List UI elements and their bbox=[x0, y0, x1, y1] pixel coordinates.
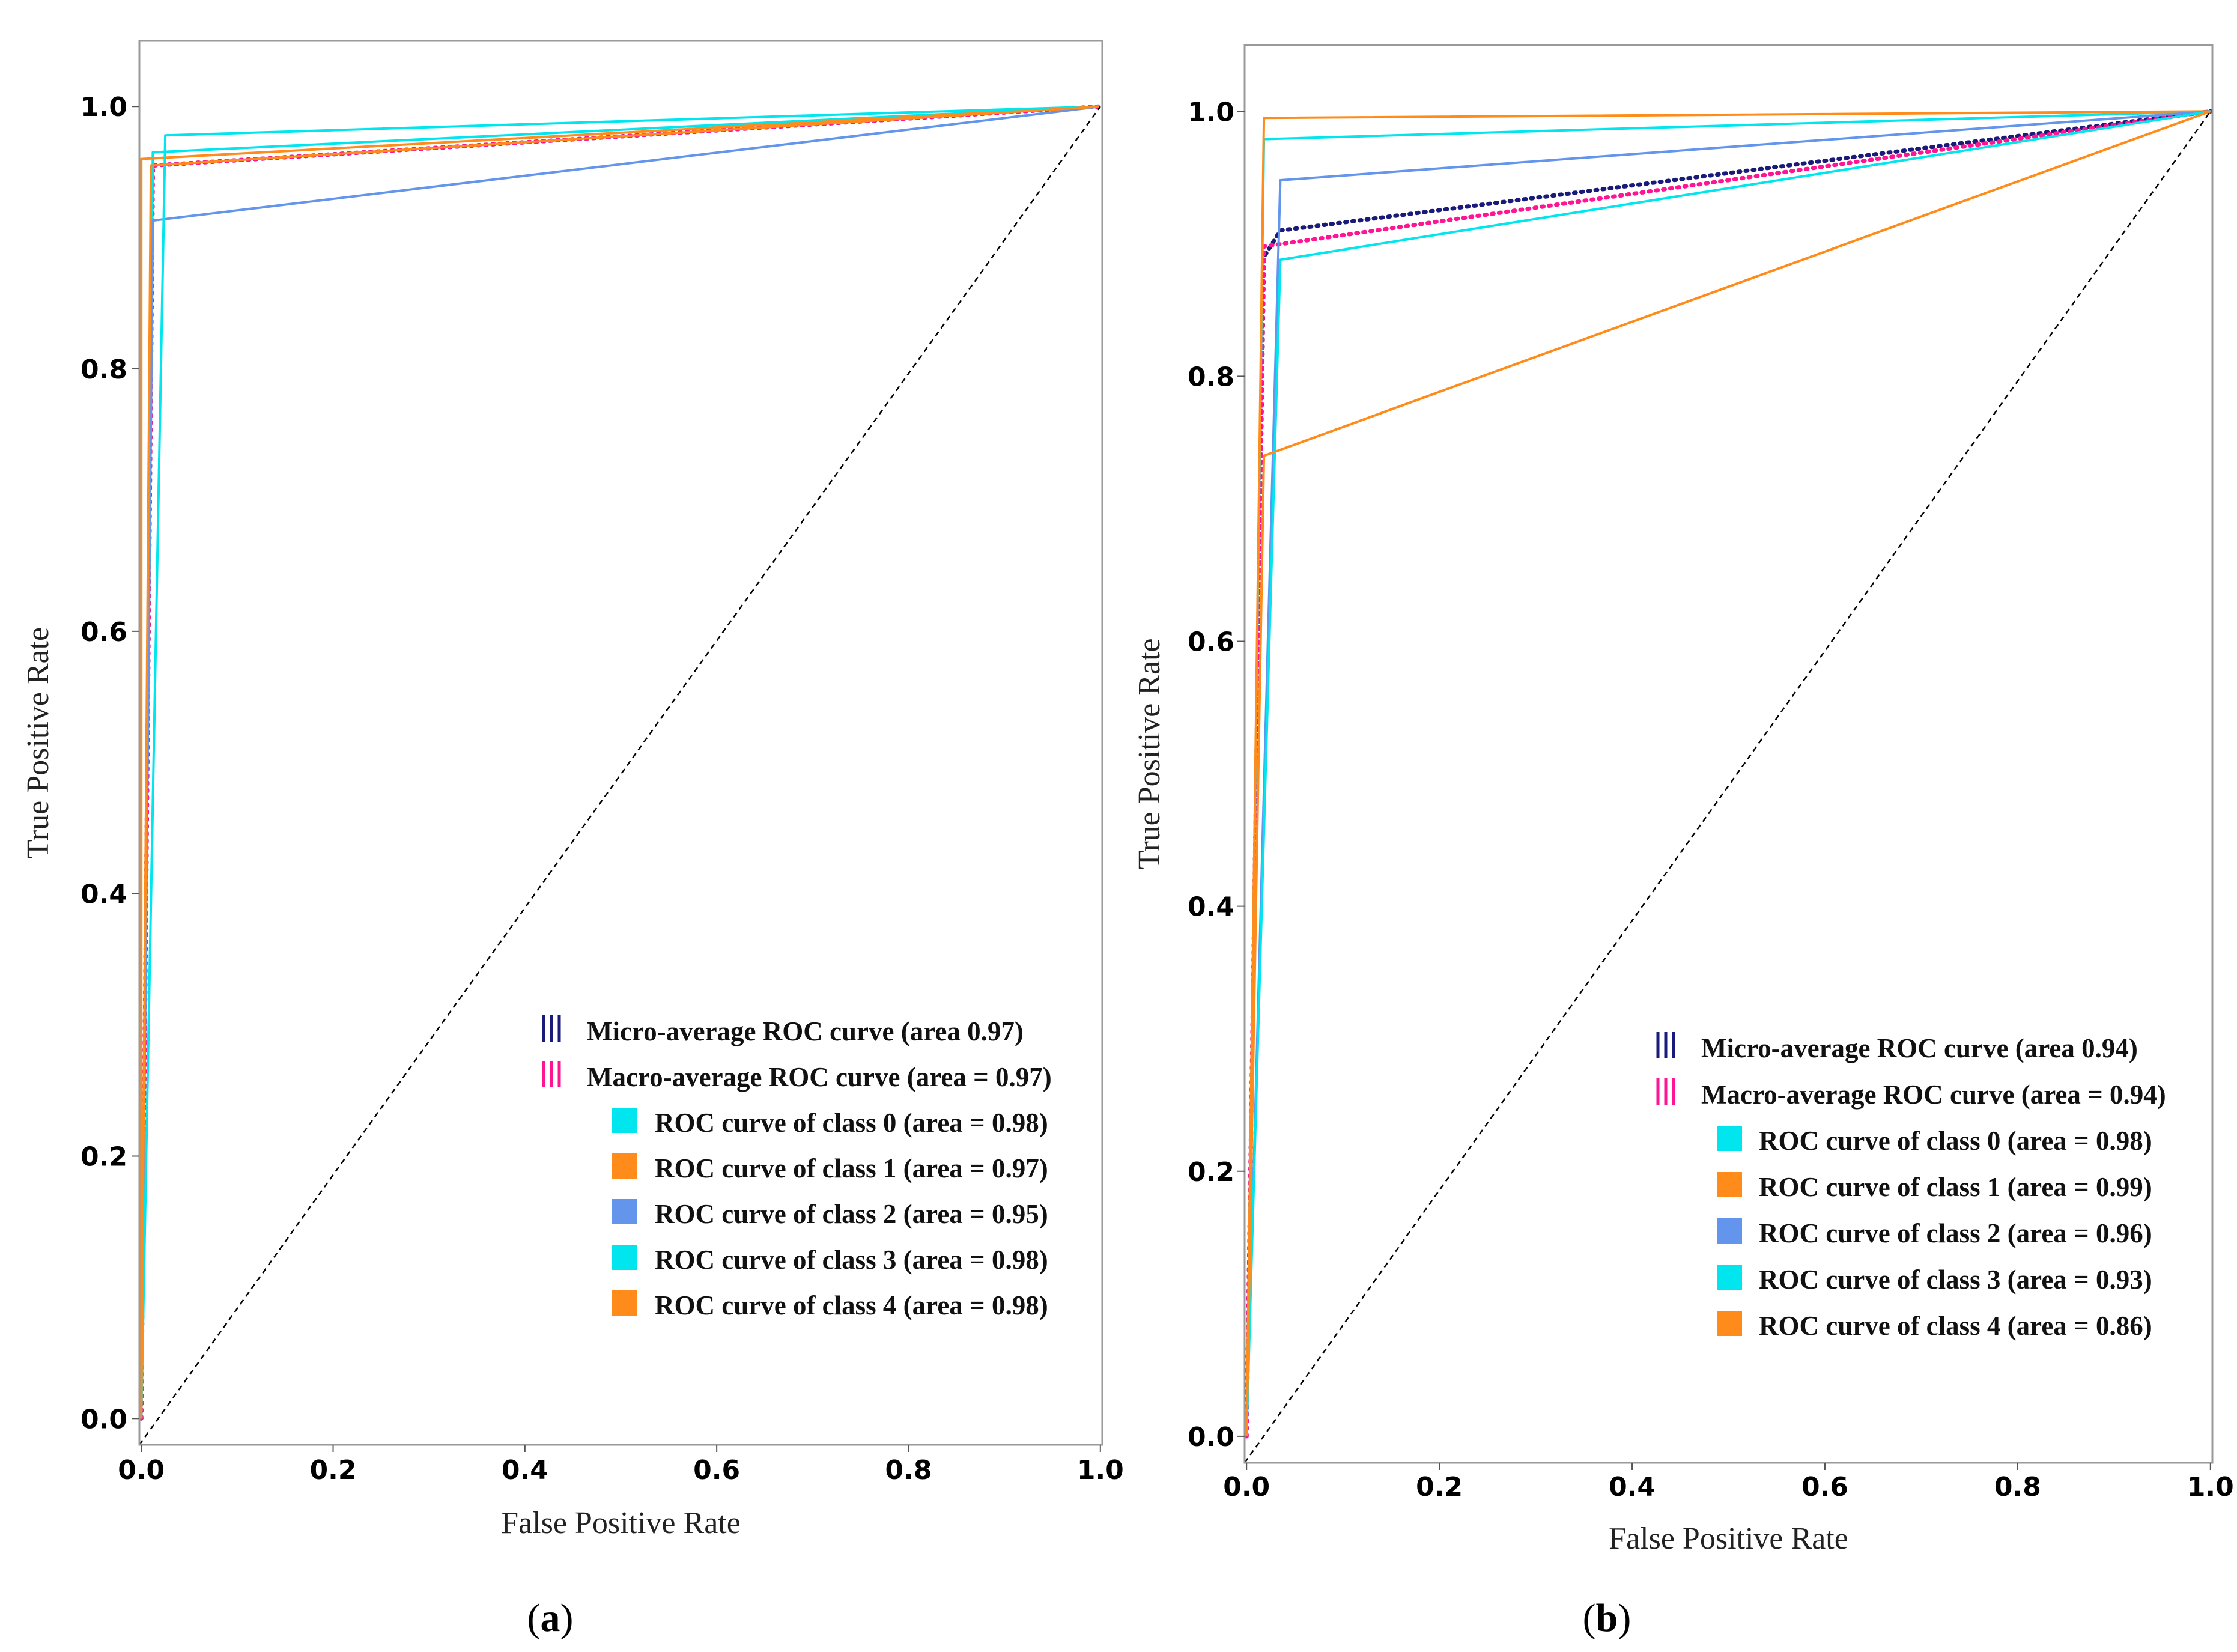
legend-label: Macro-average ROC curve (area = 0.97) bbox=[587, 1062, 1052, 1092]
legend: Micro-average ROC curve (area 0.97) Macro… bbox=[542, 1015, 1052, 1320]
roc-series-line-5 bbox=[140, 105, 1100, 1419]
legend-label: ROC curve of class 2 (area = 0.95) bbox=[655, 1199, 1048, 1229]
legend-swatch-box bbox=[1717, 1265, 1742, 1290]
legend-label: ROC curve of class 3 (area = 0.98) bbox=[655, 1245, 1048, 1275]
plot-frame bbox=[138, 40, 1103, 1446]
legend-item: ROC curve of class 4 (area = 0.98) bbox=[612, 1290, 1048, 1320]
legend-label: ROC curve of class 4 (area = 0.86) bbox=[1759, 1311, 2152, 1341]
x-tick-label: 1.0 bbox=[1077, 1455, 1124, 1486]
legend-swatch-box bbox=[612, 1108, 637, 1133]
y-tick-label: 0.6 bbox=[80, 617, 127, 648]
legend-item: ROC curve of class 4 (area = 0.86) bbox=[1717, 1311, 2152, 1341]
x-tick-label: 0.2 bbox=[1416, 1472, 1463, 1502]
legend-item: Micro-average ROC curve (area 0.94) bbox=[1656, 1032, 2138, 1063]
legend-label: Micro-average ROC curve (area 0.97) bbox=[587, 1016, 1024, 1046]
legend-item: ROC curve of class 1 (area = 0.97) bbox=[612, 1153, 1048, 1183]
legend-label: ROC curve of class 1 (area = 0.99) bbox=[1759, 1172, 2152, 1202]
legend-item: Macro-average ROC curve (area = 0.94) bbox=[1656, 1078, 2166, 1110]
legend-swatch-box bbox=[612, 1290, 637, 1316]
y-axis-label: True Positive Rate bbox=[21, 627, 55, 858]
legend-label: ROC curve of class 4 (area = 0.98) bbox=[655, 1290, 1048, 1320]
x-tick-label: 0.4 bbox=[502, 1455, 548, 1486]
legend-label: ROC curve of class 3 (area = 0.93) bbox=[1759, 1265, 2152, 1295]
legend-swatch-box bbox=[612, 1153, 637, 1179]
legend-item: ROC curve of class 2 (area = 0.96) bbox=[1717, 1218, 2152, 1248]
legend-label: ROC curve of class 0 (area = 0.98) bbox=[1759, 1126, 2152, 1156]
x-tick-label: 0.8 bbox=[885, 1455, 932, 1486]
legend-swatch-box bbox=[1717, 1126, 1742, 1151]
legend-label: Micro-average ROC curve (area 0.94) bbox=[1701, 1033, 2138, 1063]
x-tick-label: 0.2 bbox=[310, 1455, 357, 1486]
legend-swatch-box bbox=[612, 1245, 637, 1270]
y-tick-label: 0.8 bbox=[80, 354, 127, 385]
legend-swatch-box bbox=[1717, 1172, 1742, 1197]
legend-item: ROC curve of class 2 (area = 0.95) bbox=[612, 1199, 1048, 1229]
legend-swatch-box bbox=[1717, 1311, 1742, 1336]
x-tick-label: 0.6 bbox=[693, 1455, 740, 1486]
legend-label: ROC curve of class 1 (area = 0.97) bbox=[655, 1153, 1048, 1183]
y-tick-label: 1.0 bbox=[1188, 97, 1234, 127]
legend-label: ROC curve of class 2 (area = 0.96) bbox=[1759, 1218, 2152, 1248]
legend-item: ROC curve of class 3 (area = 0.93) bbox=[1717, 1265, 2152, 1295]
legend-item: ROC curve of class 0 (area = 0.98) bbox=[612, 1108, 1048, 1138]
chance-diagonal-line bbox=[1243, 111, 2211, 1463]
y-tick-label: 0.2 bbox=[1188, 1157, 1234, 1188]
x-tick-label: 0.0 bbox=[118, 1455, 165, 1486]
legend-label: ROC curve of class 0 (area = 0.98) bbox=[655, 1108, 1048, 1138]
legend: Micro-average ROC curve (area 0.94) Macro… bbox=[1656, 1032, 2166, 1341]
legend-item: ROC curve of class 1 (area = 0.99) bbox=[1717, 1172, 2152, 1202]
panel-caption: (b) bbox=[1583, 1596, 1631, 1640]
plot-frame bbox=[1243, 44, 2214, 1464]
y-tick-label: 0.2 bbox=[80, 1141, 127, 1172]
chance-diagonal-line bbox=[138, 106, 1101, 1445]
y-tick-label: 0.0 bbox=[80, 1404, 127, 1435]
y-axis-label: True Positive Rate bbox=[1132, 638, 1167, 869]
legend-item: Macro-average ROC curve (area = 0.97) bbox=[542, 1061, 1052, 1092]
y-tick-label: 0.4 bbox=[80, 879, 127, 910]
y-tick-label: 1.0 bbox=[80, 92, 127, 123]
roc-series-line-3 bbox=[1245, 110, 2211, 1436]
x-tick-label: 0.4 bbox=[1609, 1472, 1656, 1502]
roc-series-line-6 bbox=[140, 105, 1100, 1419]
legend-swatch-box bbox=[612, 1199, 637, 1224]
x-axis-label: False Positive Rate bbox=[501, 1506, 741, 1540]
x-axis-label: False Positive Rate bbox=[1609, 1522, 1848, 1556]
x-tick-label: 0.0 bbox=[1223, 1472, 1270, 1502]
x-tick-label: 1.0 bbox=[2187, 1472, 2234, 1502]
y-tick-label: 0.4 bbox=[1188, 892, 1234, 923]
roc-panel-b: 0.0 0.2 0.4 0.6 0.8 1.0 0.0 0.2 0.4 0.6 0.8 1.0 Fals… bbox=[1132, 44, 2234, 1640]
roc-series-line-6 bbox=[1245, 110, 2211, 1436]
roc-series-line-5 bbox=[1245, 110, 2211, 1436]
roc-panel-a: 0.0 0.2 0.4 0.6 0.8 1.0 0.0 0.2 0.4 0.6 0.8 1.0 Fals… bbox=[21, 40, 1124, 1640]
legend-label: Macro-average ROC curve (area = 0.94) bbox=[1701, 1080, 2166, 1110]
legend-item: ROC curve of class 3 (area = 0.98) bbox=[612, 1245, 1048, 1275]
legend-item: Micro-average ROC curve (area 0.97) bbox=[542, 1015, 1024, 1046]
roc-series-line-3 bbox=[140, 105, 1100, 1419]
x-tick-label: 0.8 bbox=[1994, 1472, 2041, 1502]
legend-swatch-box bbox=[1717, 1218, 1742, 1244]
y-tick-label: 0.6 bbox=[1188, 627, 1234, 658]
y-tick-label: 0.0 bbox=[1188, 1422, 1234, 1453]
panel-caption: (a) bbox=[527, 1596, 574, 1640]
y-tick-label: 0.8 bbox=[1188, 362, 1234, 392]
legend-item: ROC curve of class 0 (area = 0.98) bbox=[1717, 1126, 2152, 1156]
x-tick-label: 0.6 bbox=[1801, 1472, 1848, 1502]
